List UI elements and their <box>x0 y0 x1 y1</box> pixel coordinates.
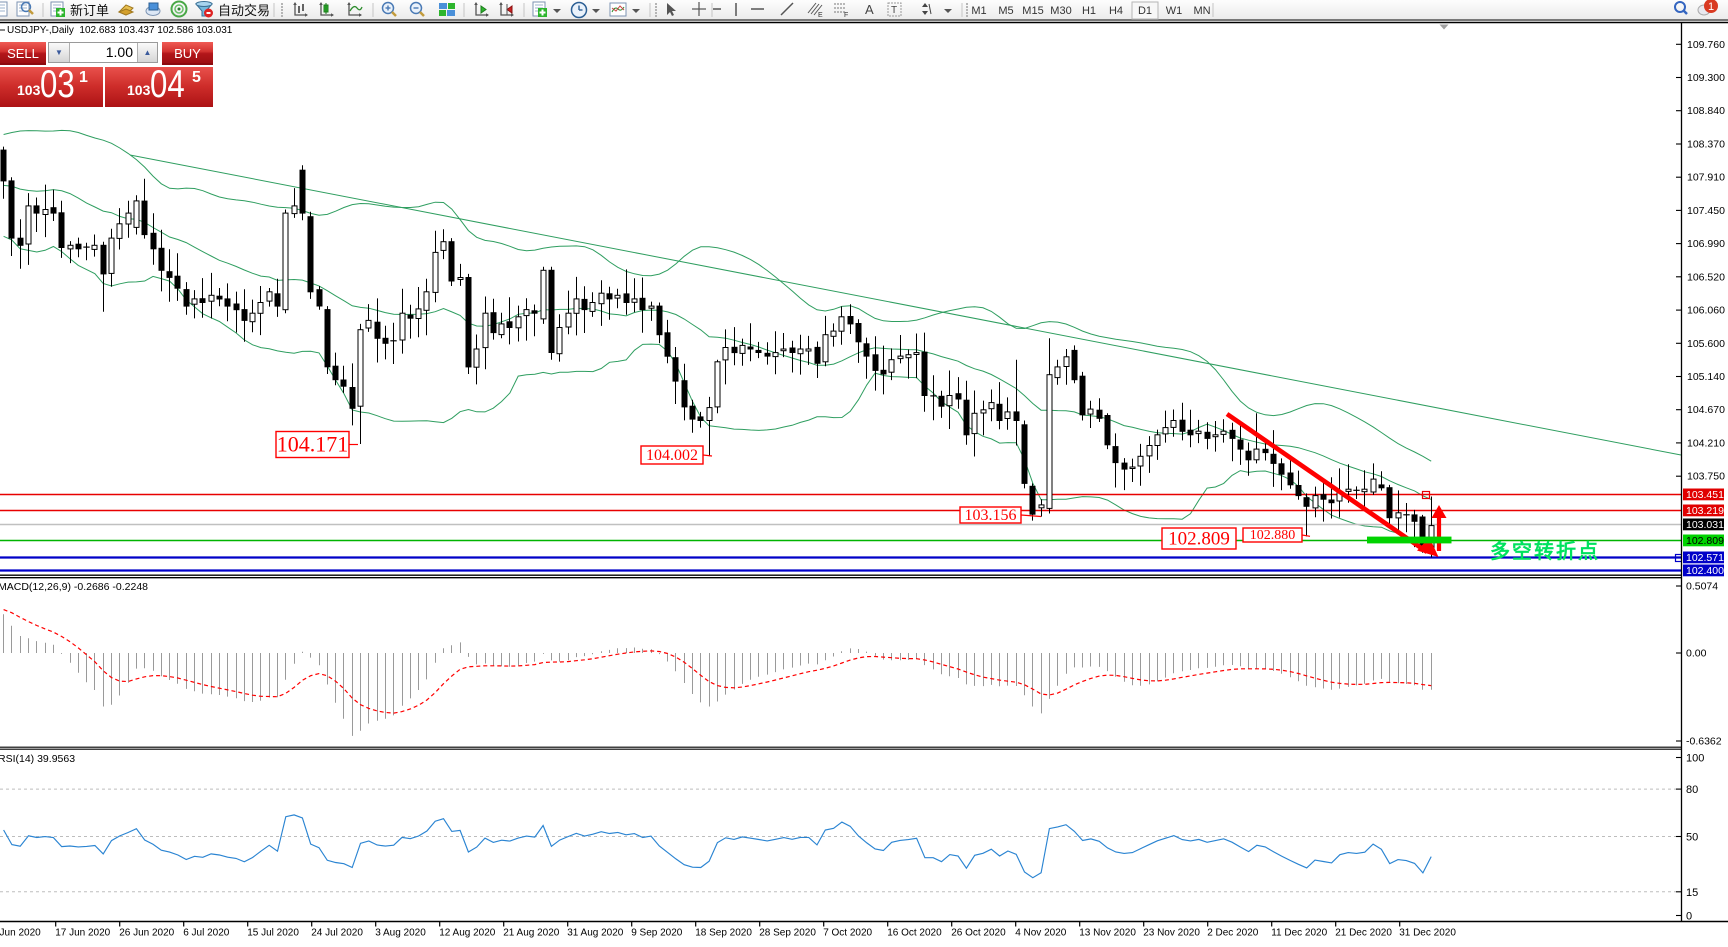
svg-text:M1: M1 <box>971 5 986 17</box>
svg-text:102.880: 102.880 <box>1250 528 1296 543</box>
svg-text:M5: M5 <box>998 5 1013 17</box>
svg-text:8 Jun 2020: 8 Jun 2020 <box>0 928 41 939</box>
svg-text:107.910: 107.910 <box>1687 172 1725 184</box>
svg-text:50: 50 <box>1686 832 1698 844</box>
svg-text:18 Sep 2020: 18 Sep 2020 <box>695 928 752 939</box>
svg-text:11 Dec 2020: 11 Dec 2020 <box>1271 928 1327 939</box>
svg-text:M15: M15 <box>1022 5 1043 17</box>
svg-text:103.156: 103.156 <box>965 507 1017 524</box>
svg-text:6 Jul 2020: 6 Jul 2020 <box>183 928 230 939</box>
svg-text:108.370: 108.370 <box>1687 139 1725 151</box>
svg-text:9 Sep 2020: 9 Sep 2020 <box>631 928 683 939</box>
svg-text:109.300: 109.300 <box>1687 72 1725 84</box>
svg-text:80: 80 <box>1686 784 1698 796</box>
svg-text:105.600: 105.600 <box>1687 338 1725 350</box>
svg-text:31 Dec 2020: 31 Dec 2020 <box>1399 928 1456 939</box>
svg-text:T: T <box>891 5 897 16</box>
svg-text:2 Dec 2020: 2 Dec 2020 <box>1207 928 1259 939</box>
svg-text:12 Aug 2020: 12 Aug 2020 <box>439 928 496 939</box>
svg-text:自动交易: 自动交易 <box>218 3 270 18</box>
svg-text:104.171: 104.171 <box>277 431 349 456</box>
svg-text:102.809: 102.809 <box>1686 535 1724 547</box>
svg-text:103.031: 103.031 <box>1686 519 1724 531</box>
svg-text:23 Nov 2020: 23 Nov 2020 <box>1143 928 1200 939</box>
svg-text:109.760: 109.760 <box>1687 39 1725 51</box>
svg-text:MACD(12,26,9) -0.2686 -0.2248: MACD(12,26,9) -0.2686 -0.2248 <box>0 581 148 593</box>
svg-text:MN: MN <box>1193 5 1210 17</box>
svg-text:16 Oct 2020: 16 Oct 2020 <box>887 928 942 939</box>
svg-text:24 Jul 2020: 24 Jul 2020 <box>311 928 363 939</box>
svg-text:106.060: 106.060 <box>1687 305 1725 317</box>
svg-text:104.670: 104.670 <box>1687 404 1725 416</box>
svg-text:M30: M30 <box>1050 5 1071 17</box>
svg-text:102.571: 102.571 <box>1686 552 1724 564</box>
svg-text:7 Oct 2020: 7 Oct 2020 <box>823 928 872 939</box>
svg-text:28 Sep 2020: 28 Sep 2020 <box>759 928 816 939</box>
svg-text:106.520: 106.520 <box>1687 271 1725 283</box>
svg-text:104.002: 104.002 <box>646 447 698 464</box>
svg-text:0.5074: 0.5074 <box>1686 581 1718 593</box>
svg-text:A: A <box>865 2 874 17</box>
svg-text:D1: D1 <box>1138 5 1152 17</box>
svg-text:21 Aug 2020: 21 Aug 2020 <box>503 928 560 939</box>
svg-text:21 Dec 2020: 21 Dec 2020 <box>1335 928 1392 939</box>
svg-text:RSI(14) 39.9563: RSI(14) 39.9563 <box>0 753 75 765</box>
svg-text:F: F <box>844 12 848 19</box>
svg-text:103.451: 103.451 <box>1686 489 1724 501</box>
svg-text:26 Jun 2020: 26 Jun 2020 <box>119 928 174 939</box>
svg-text:15: 15 <box>1686 887 1698 899</box>
svg-text:H4: H4 <box>1109 5 1123 17</box>
svg-text:13 Nov 2020: 13 Nov 2020 <box>1079 928 1136 939</box>
svg-text:H1: H1 <box>1082 5 1096 17</box>
svg-text:102.809: 102.809 <box>1168 528 1230 549</box>
svg-text:17 Jun 2020: 17 Jun 2020 <box>55 928 110 939</box>
svg-text:104.210: 104.210 <box>1687 437 1725 449</box>
svg-text:4 Nov 2020: 4 Nov 2020 <box>1015 928 1067 939</box>
svg-text:W1: W1 <box>1166 5 1183 17</box>
svg-text:100: 100 <box>1686 753 1704 765</box>
svg-text:103.750: 103.750 <box>1687 471 1725 483</box>
svg-text:0: 0 <box>1686 911 1692 923</box>
svg-text:106.990: 106.990 <box>1687 238 1725 250</box>
svg-text:102.400: 102.400 <box>1686 565 1724 577</box>
svg-text:新订单: 新订单 <box>70 3 109 18</box>
svg-text:31 Aug 2020: 31 Aug 2020 <box>567 928 624 939</box>
svg-text:0.00: 0.00 <box>1686 648 1707 660</box>
svg-text:1: 1 <box>1708 1 1714 13</box>
svg-text:26 Oct 2020: 26 Oct 2020 <box>951 928 1006 939</box>
svg-text:E: E <box>818 12 823 19</box>
svg-text:108.840: 108.840 <box>1687 105 1725 117</box>
svg-text:107.450: 107.450 <box>1687 205 1725 217</box>
svg-text:15 Jul 2020: 15 Jul 2020 <box>247 928 299 939</box>
svg-text:3 Aug 2020: 3 Aug 2020 <box>375 928 426 939</box>
svg-text:多空转折点: 多空转折点 <box>1490 539 1600 563</box>
svg-text:105.140: 105.140 <box>1687 371 1725 383</box>
svg-text:103.219: 103.219 <box>1686 505 1724 517</box>
svg-text:-0.6362: -0.6362 <box>1686 736 1722 748</box>
